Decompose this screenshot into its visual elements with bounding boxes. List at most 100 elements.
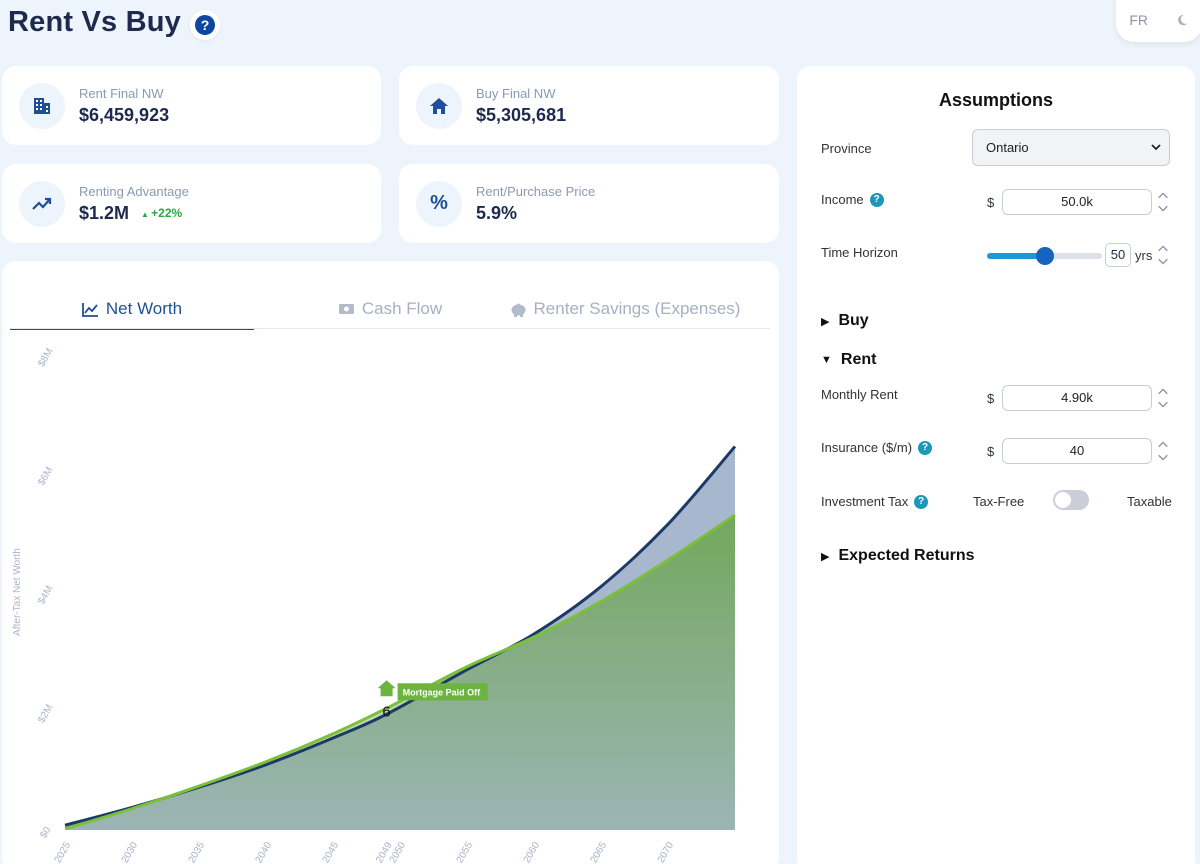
assumptions-panel: Assumptions Province Ontario Income ? $ … [797,66,1195,864]
net-worth-chart: $0 $2M $4M $6M $8M After-Tax Net Worth 2025 203… [12,347,737,864]
province-label: Province [821,141,872,156]
building-icon [19,82,65,129]
y-axis-label: After-Tax Net Worth [12,548,23,636]
monthly-rent-label: Monthly Rent [821,387,898,402]
tax-free-label: Tax-Free [973,494,1025,509]
language-theme-toggle: FR [1116,0,1200,42]
income-stepper[interactable] [1157,188,1169,216]
slider-thumb[interactable] [1035,247,1054,265]
x-tick-label: 2070 [656,840,677,864]
y-tick-label: $2M [36,703,55,725]
stat-value: 5.9% [476,202,518,223]
toggle-knob [1055,492,1071,508]
tab-label: Net Worth [105,299,183,318]
help-icon[interactable]: ? [869,192,884,207]
yrs-label: yrs [1135,248,1153,263]
home-icon [416,82,462,129]
time-horizon-input[interactable]: 50 [1105,243,1131,267]
insurance-label: Insurance ($/m) [821,440,913,455]
stat-value: $6,459,923 [79,104,170,125]
home-icon [377,680,396,697]
investment-tax-label-row: Investment Tax ? [821,494,929,509]
rent-section-toggle[interactable]: ▼ Rent [821,351,876,369]
y-tick-label: $6M [36,465,55,487]
stat-label: Rent Final NW [79,85,164,101]
chevron-down-icon [1151,144,1161,151]
advantage-badge: ▲ +22% [141,206,183,220]
y-tick-label: $0 [38,825,53,841]
x-tick-label: 2065 [589,840,610,864]
expected-returns-section-toggle[interactable]: ▶ Expected Returns [821,547,975,565]
assumptions-title: Assumptions [938,90,1053,110]
renting-advantage-card: Renting Advantage $1.2M ▲ +22% [2,164,381,243]
province-select[interactable]: Ontario [972,129,1170,166]
buy-final-nw-card: Buy Final NW $5,305,681 [399,66,779,145]
currency-symbol: $ [987,444,995,459]
investment-tax-toggle[interactable] [1053,490,1089,510]
time-horizon-stepper[interactable] [1157,241,1169,269]
annotation-label: Mortgage Paid Off [403,687,482,697]
tab-renter-savings[interactable]: Renter Savings (Expenses) [505,290,745,328]
tab-cash-flow[interactable]: Cash Flow [310,290,470,328]
currency-symbol: $ [987,195,995,210]
caret-right-icon: ▶ [821,550,830,563]
page-title: Rent Vs Buy [8,6,182,38]
piggy-bank-icon [511,303,526,317]
annotation-marker: 6 [382,703,390,720]
chart-tabs: Net Worth Cash Flow Renter Savings (Expe… [10,290,770,330]
stat-value: $5,305,681 [476,104,567,125]
income-input[interactable]: 50.0k [1002,189,1152,215]
monthly-rent-input[interactable]: 4.90k [1002,385,1152,411]
stat-value: $1.2M [79,202,130,223]
tab-net-worth[interactable]: Net Worth [10,290,254,330]
time-horizon-slider[interactable] [987,247,1102,265]
tab-label: Renter Savings (Expenses) [533,299,741,318]
currency-symbol: $ [987,391,995,406]
rent-final-nw-card: Rent Final NW $6,459,923 [2,66,381,145]
line-chart-icon [81,302,98,317]
time-horizon-label: Time Horizon [821,245,898,260]
section-label: Rent [840,351,877,368]
language-toggle-fr[interactable]: FR [1129,12,1148,28]
x-tick-label: 2035 [187,840,208,864]
buy-section-toggle[interactable]: ▶ Buy [821,312,869,330]
caret-down-icon: ▼ [821,354,832,366]
question-circle-icon: ? [195,15,215,35]
insurance-label-row: Insurance ($/m) ? [821,440,933,455]
taxable-label: Taxable [1127,494,1172,509]
insurance-stepper[interactable] [1157,437,1169,465]
x-tick-label: 2030 [120,840,141,864]
investment-tax-label: Investment Tax [821,494,909,509]
money-icon [338,304,354,314]
section-label: Buy [838,312,869,329]
rent-purchase-price-card: % Rent/Purchase Price 5.9% [399,164,779,243]
help-icon[interactable]: ? [914,494,929,509]
help-icon[interactable]: ? [918,440,933,455]
tab-label: Cash Flow [361,299,443,318]
stat-label: Rent/Purchase Price [476,183,596,199]
x-tick-label: 2060 [522,840,543,864]
percent-icon: % [416,180,462,227]
x-tick-label: 2040 [254,840,275,864]
caret-right-icon: ▶ [821,315,830,328]
y-tick-label: $8M [36,347,55,369]
stat-label: Renting Advantage [79,183,189,199]
annotation-label-box [397,683,488,701]
x-tick-label: 2045 [321,840,342,864]
buy-series-line [64,513,736,831]
province-value: Ontario [986,140,1029,155]
trending-up-icon [19,180,65,227]
mortgage-paid-off-annotation: Mortgage Paid Off 6 [377,680,488,720]
x-tick-label: 2025 [53,840,74,864]
y-tick-label: $4M [36,584,55,606]
moon-icon[interactable] [1175,13,1189,27]
x-tick-label: 2055 [455,840,476,864]
income-label: Income [821,192,864,207]
slider-fill [987,253,1045,259]
insurance-input[interactable]: 40 [1002,438,1152,464]
help-button[interactable]: ? [190,10,220,40]
income-label-row: Income ? [821,192,884,207]
monthly-rent-stepper[interactable] [1157,384,1169,412]
buy-area [65,514,735,830]
arrow-up-icon: ▲ [141,210,152,219]
